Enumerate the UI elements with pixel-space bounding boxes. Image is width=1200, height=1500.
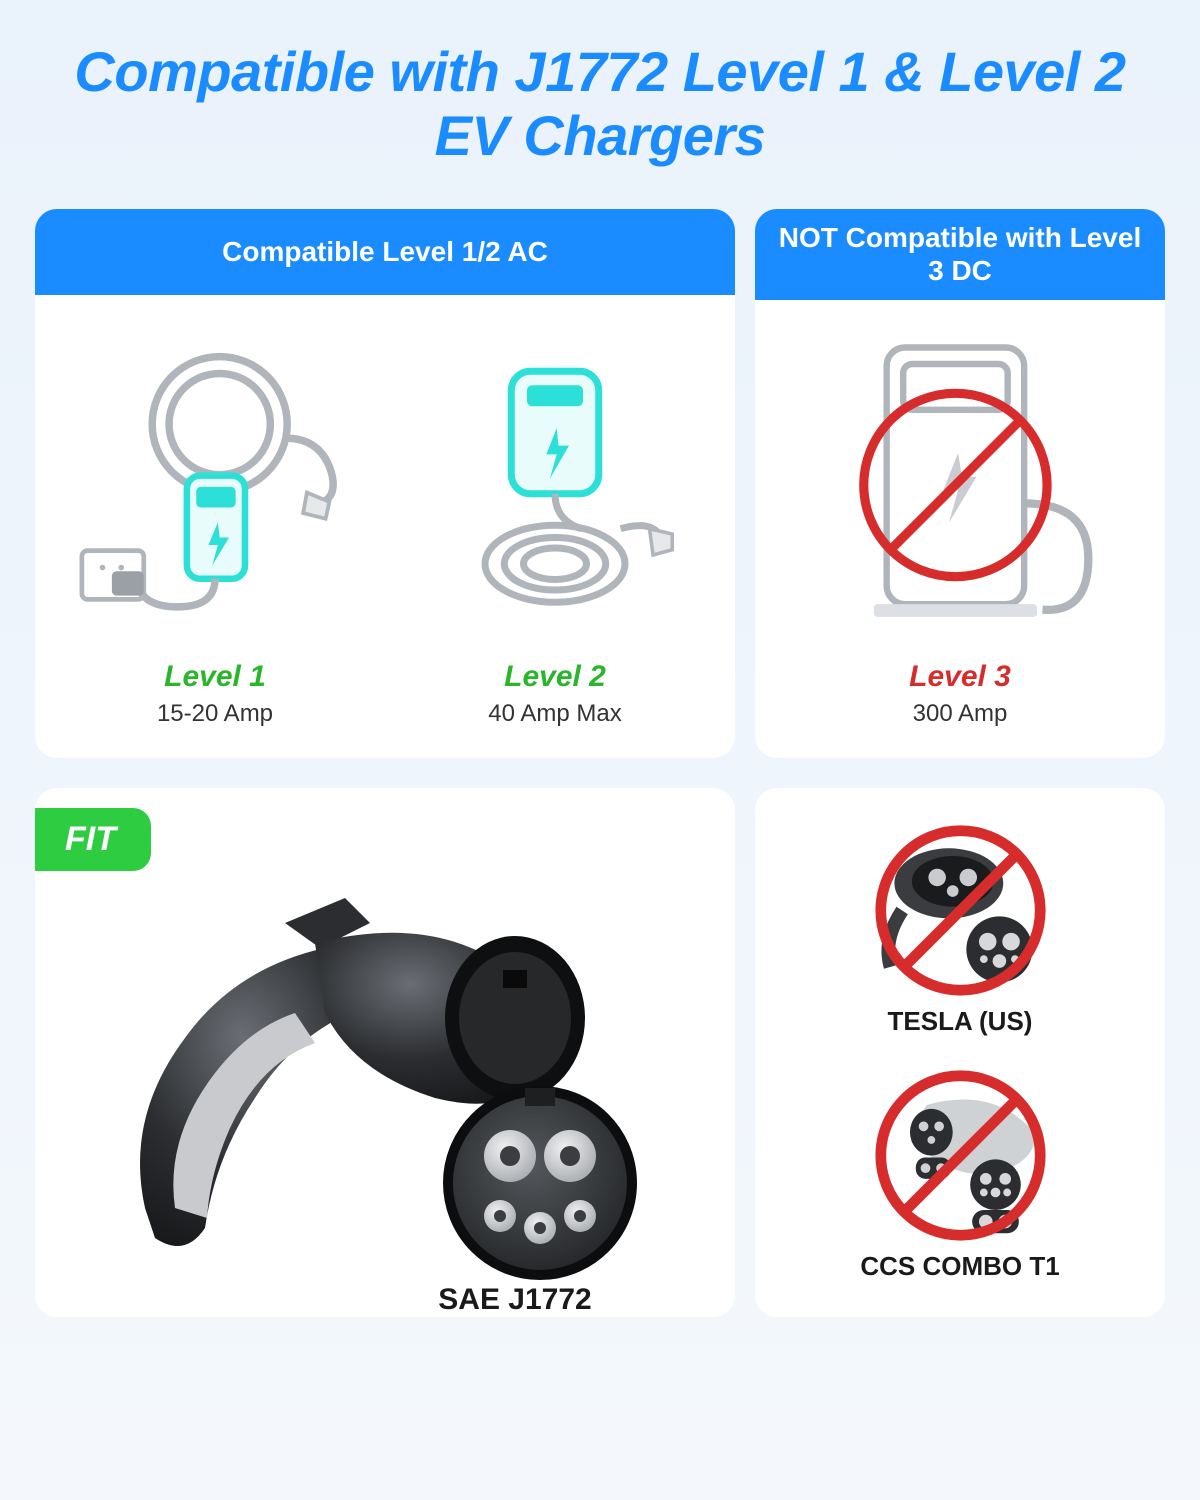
tesla-connector-icon — [873, 823, 1048, 998]
level2-column: Level 2 40 Amp Max — [385, 315, 725, 728]
level2-sub: 40 Amp Max — [488, 700, 621, 728]
level3-title: Level 3 — [909, 660, 1011, 694]
level1-title: Level 1 — [164, 660, 266, 694]
ccs-not-fit: CCS COMBO T1 — [860, 1068, 1059, 1282]
not-compatible-card: NOT Compatible with Level 3 DC — [755, 209, 1165, 758]
sae-j1772-label: SAE J1772 — [295, 1283, 735, 1317]
ccs-connector-icon — [873, 1068, 1048, 1243]
level3-charger-icon — [765, 320, 1155, 650]
tesla-not-fit: TESLA (US) — [873, 823, 1048, 1037]
fit-connector-card: FIT — [35, 788, 735, 1317]
compatible-card: Compatible Level 1/2 AC — [35, 209, 735, 758]
not-fit-connectors-card: TESLA (US) — [755, 788, 1165, 1317]
tesla-label: TESLA (US) — [888, 1006, 1033, 1037]
level2-charger-icon — [385, 320, 725, 650]
connector-row: FIT — [35, 788, 1165, 1317]
compatible-header: Compatible Level 1/2 AC — [35, 209, 735, 295]
not-compatible-header: NOT Compatible with Level 3 DC — [755, 209, 1165, 300]
level1-charger-icon — [45, 320, 385, 650]
level3-sub: 300 Amp — [913, 700, 1008, 728]
level2-title: Level 2 — [504, 660, 606, 694]
fit-badge: FIT — [35, 808, 151, 871]
ccs-label: CCS COMBO T1 — [860, 1251, 1059, 1282]
level1-column: Level 1 15-20 Amp — [45, 315, 385, 728]
compatibility-row: Compatible Level 1/2 AC — [35, 209, 1165, 758]
page-title: Compatible with J1772 Level 1 & Level 2 … — [35, 40, 1165, 169]
level1-sub: 15-20 Amp — [157, 700, 273, 728]
